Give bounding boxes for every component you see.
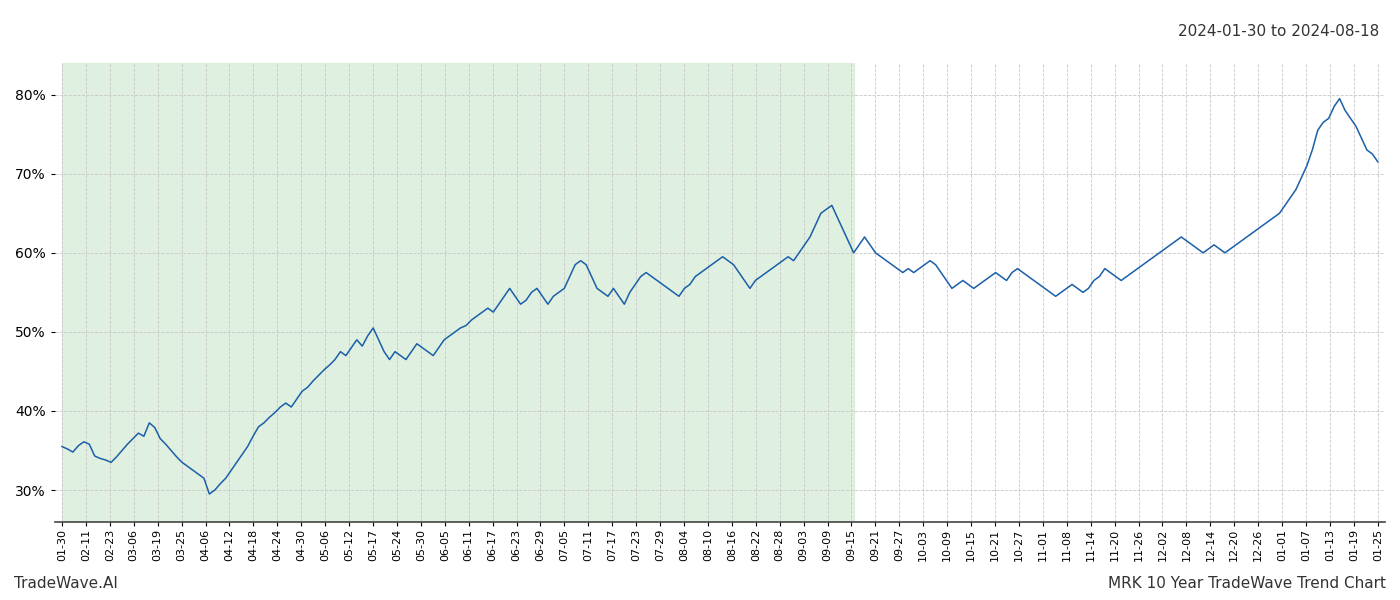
Text: 2024-01-30 to 2024-08-18: 2024-01-30 to 2024-08-18 [1177,24,1379,39]
Text: MRK 10 Year TradeWave Trend Chart: MRK 10 Year TradeWave Trend Chart [1107,576,1386,591]
Bar [62,63,854,521]
Text: TradeWave.AI: TradeWave.AI [14,576,118,591]
